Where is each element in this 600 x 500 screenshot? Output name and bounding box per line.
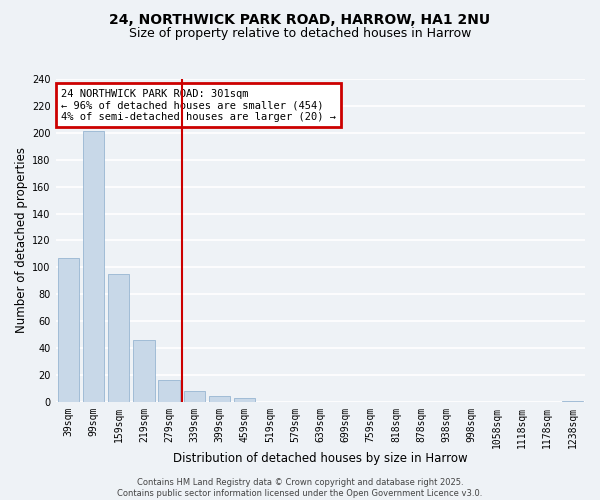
Bar — [83, 132, 104, 402]
Bar — [158, 380, 180, 402]
Text: Contains HM Land Registry data © Crown copyright and database right 2025.
Contai: Contains HM Land Registry data © Crown c… — [118, 478, 482, 498]
Text: 24 NORTHWICK PARK ROAD: 301sqm
← 96% of detached houses are smaller (454)
4% of : 24 NORTHWICK PARK ROAD: 301sqm ← 96% of … — [61, 88, 336, 122]
Text: 24, NORTHWICK PARK ROAD, HARROW, HA1 2NU: 24, NORTHWICK PARK ROAD, HARROW, HA1 2NU — [109, 12, 491, 26]
Y-axis label: Number of detached properties: Number of detached properties — [15, 148, 28, 334]
Bar — [108, 274, 130, 402]
Bar — [133, 340, 155, 402]
Bar — [209, 396, 230, 402]
Bar — [234, 398, 256, 402]
Bar — [58, 258, 79, 402]
Bar — [562, 400, 583, 402]
Text: Size of property relative to detached houses in Harrow: Size of property relative to detached ho… — [129, 28, 471, 40]
Bar — [184, 391, 205, 402]
X-axis label: Distribution of detached houses by size in Harrow: Distribution of detached houses by size … — [173, 452, 467, 465]
